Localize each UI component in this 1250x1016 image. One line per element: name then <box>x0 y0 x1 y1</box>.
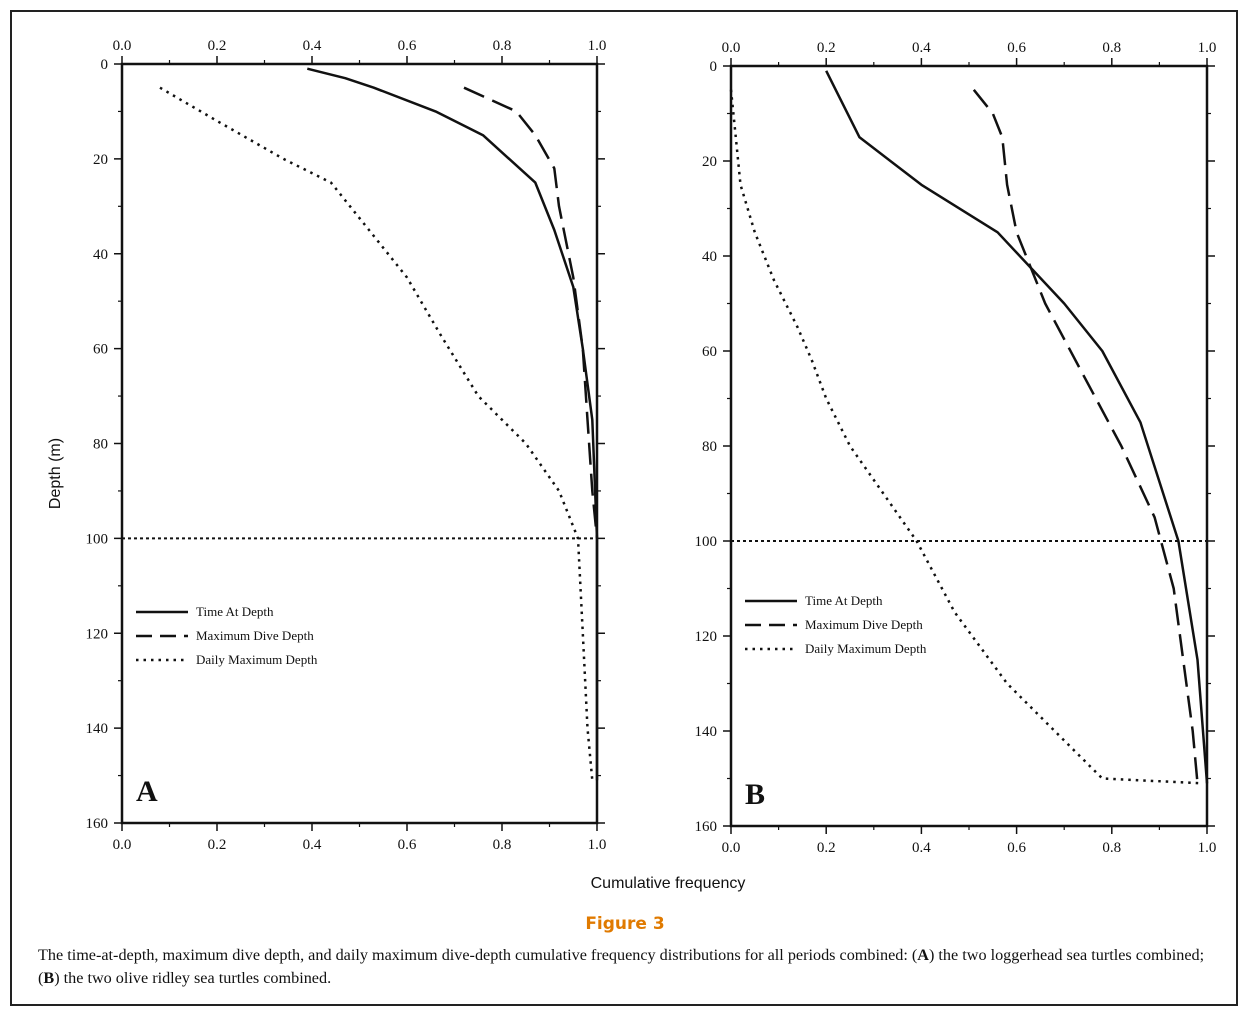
panel-b-x-tick-label-bottom: 0.4 <box>912 840 931 856</box>
panel-a-x-tick-label-top: 1.0 <box>588 38 607 54</box>
caption-text-2: ) the two loggerhead sea turtles combine… <box>38 946 1205 987</box>
panel-b-legend-label: Time At Depth <box>805 593 883 608</box>
panel-b-y-tick-label: 40 <box>702 249 717 265</box>
panel-b-x-tick-label-top: 0.4 <box>912 40 931 56</box>
panel-a-plot-frame <box>120 62 599 825</box>
panel-b-x-tick-label-top: 0.2 <box>817 40 836 56</box>
panel-b-x-tick-label-bottom: 0.2 <box>817 840 836 856</box>
panel-b-y-tick-label: 120 <box>695 629 718 645</box>
panel-a-y-tick-label: 60 <box>93 342 108 358</box>
panel-b-panel-letter: B <box>745 778 765 811</box>
x-axis-label: Cumulative frequency <box>591 875 746 892</box>
panel-a-x-tick-label-bottom: 0.8 <box>493 837 512 853</box>
panel-b-y-tick-label: 60 <box>702 344 717 360</box>
panel-a-legend-label: Maximum Dive Depth <box>196 628 314 643</box>
panel-b-x-tick-label-bottom: 0.6 <box>1007 840 1026 856</box>
panel-a-y-tick-label: 160 <box>86 816 109 832</box>
panel-a-x-tick-label-top: 0.8 <box>493 38 512 54</box>
panel-a-x-tick-label-bottom: 0.2 <box>208 837 227 853</box>
panel-b-y-tick-label: 0 <box>710 59 718 75</box>
panel-b-x-tick-label-top: 1.0 <box>1198 40 1217 56</box>
panel-b: 0.0 0.0 0.2 0.2 0.4 0.4 0.6 0.6 0.8 0.8 1.0 1.0 0 20 4… <box>695 40 1217 856</box>
panel-b-y-tick-label: 20 <box>702 154 717 170</box>
figure-caption: The time-at-depth, maximum dive depth, a… <box>38 944 1218 990</box>
panel-b-series-time-at-depth-line <box>825 70 1209 784</box>
figure-plots: 0.0 0.0 0.2 0.2 0.4 0.4 0.6 0.6 0.8 0.8 1.0 1.0 0 20 4… <box>47 38 1217 892</box>
panel-a-legend-label: Time At Depth <box>196 604 274 619</box>
figure-frame <box>10 10 1238 1006</box>
panel-b-legend-label: Daily Maximum Depth <box>805 641 927 656</box>
panel-a-y-tick-label: 40 <box>93 247 108 263</box>
caption-panel-b: B <box>43 969 55 987</box>
panel-a-x-tick-label-top: 0.4 <box>303 38 322 54</box>
panel-a-y-tick-label: 20 <box>93 152 108 168</box>
panel-a-x-tick-label-bottom: 0.0 <box>113 837 132 853</box>
caption-text-1: The time-at-depth, maximum dive depth, a… <box>38 946 918 964</box>
panel-a-panel-letter: A <box>136 775 158 808</box>
panel-a-series-daily-maximum-depth-line <box>159 86 594 781</box>
panel-a-x-tick-label-top: 0.2 <box>208 38 227 54</box>
panel-a-y-tick-label: 80 <box>93 437 108 453</box>
panel-b-x-tick-label-bottom: 0.8 <box>1102 840 1121 856</box>
panel-b-series-daily-maximum-depth-line <box>729 89 1203 785</box>
panel-b-x-tick-label-top: 0.0 <box>722 40 741 56</box>
panel-a-series-maximum-dive-depth-line <box>463 86 599 539</box>
y-axis-label: Depth (m) <box>47 438 64 509</box>
figure-title: Figure 3 <box>585 914 665 934</box>
panel-a-series-time-at-depth-line <box>306 67 599 781</box>
panel-a-x-tick-label-bottom: 1.0 <box>588 837 607 853</box>
panel-a: 0.0 0.0 0.2 0.2 0.4 0.4 0.6 0.6 0.8 0.8 1.0 1.0 0 20 4… <box>47 38 606 853</box>
panel-a-x-tick-label-top: 0.0 <box>113 38 132 54</box>
caption-panel-a: A <box>917 946 929 964</box>
panel-a-y-tick-label: 0 <box>101 57 109 73</box>
panel-a-y-tick-label: 140 <box>86 721 109 737</box>
panel-b-series-maximum-dive-depth-line <box>972 89 1199 784</box>
panel-b-x-tick-label-bottom: 0.0 <box>722 840 741 856</box>
panel-b-y-tick-label: 80 <box>702 439 717 455</box>
panel-b-y-tick-label: 100 <box>695 534 718 550</box>
panel-b-x-tick-label-top: 0.8 <box>1102 40 1121 56</box>
panel-a-y-tick-label: 120 <box>86 626 109 642</box>
panel-a-y-tick-label: 100 <box>86 531 109 547</box>
panel-b-legend-label: Maximum Dive Depth <box>805 617 923 632</box>
panel-a-x-tick-label-bottom: 0.4 <box>303 837 322 853</box>
panel-b-y-tick-label: 160 <box>695 819 718 835</box>
panel-b-x-tick-label-top: 0.6 <box>1007 40 1026 56</box>
panel-b-x-tick-label-bottom: 1.0 <box>1198 840 1217 856</box>
panel-a-x-tick-label-bottom: 0.6 <box>398 837 417 853</box>
caption-text-3: ) the two olive ridley sea turtles combi… <box>54 969 332 987</box>
panel-b-y-tick-label: 140 <box>695 724 718 740</box>
panel-a-x-tick-label-top: 0.6 <box>398 38 417 54</box>
panel-a-legend-label: Daily Maximum Depth <box>196 652 318 667</box>
panel-b-plot-frame <box>729 64 1209 828</box>
